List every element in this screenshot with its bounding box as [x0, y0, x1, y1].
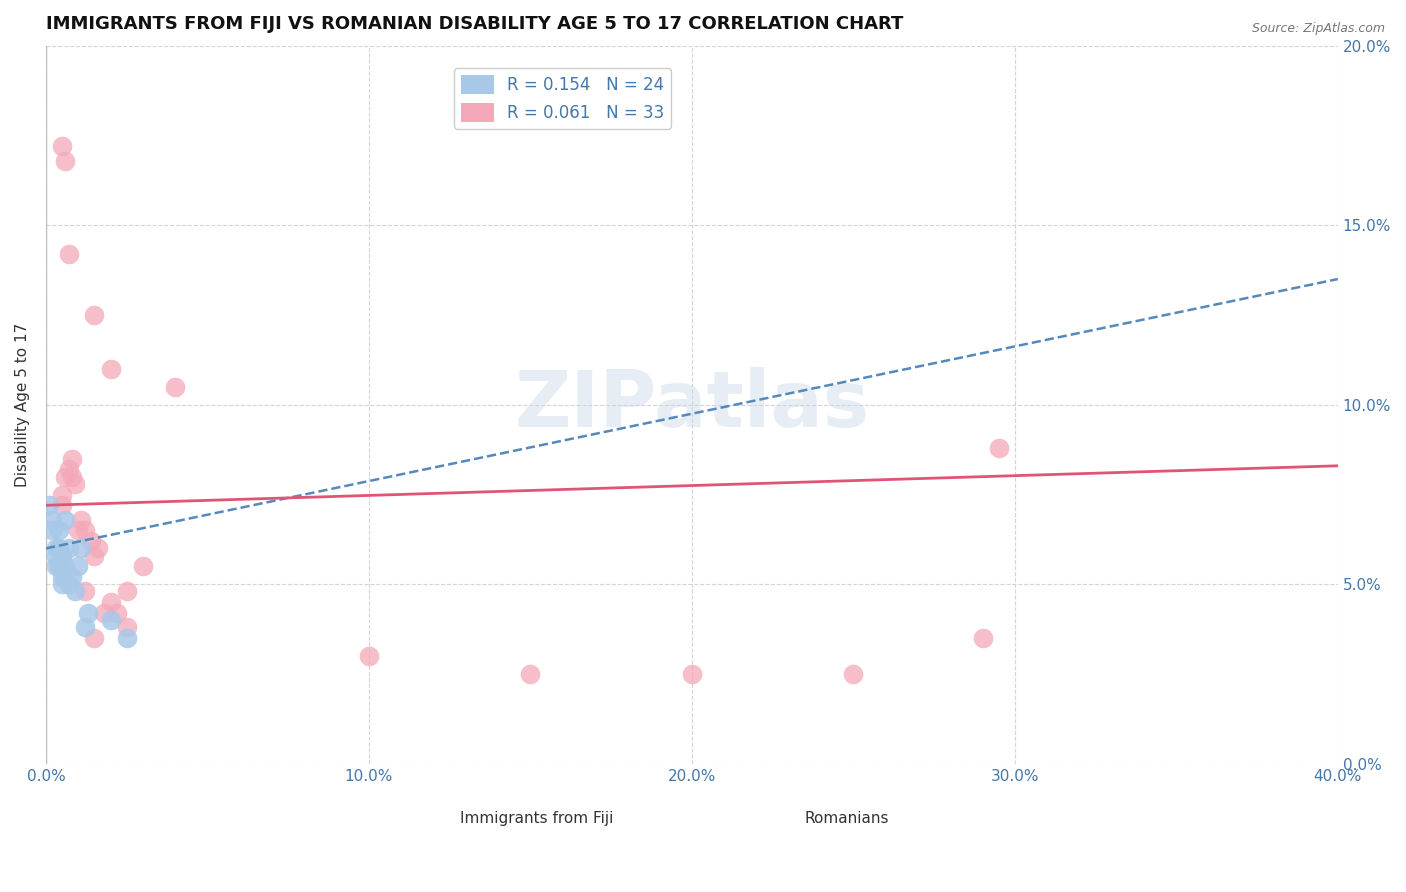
Point	[83, 308, 105, 322]
Point	[681, 667, 703, 681]
Point	[63, 584, 86, 599]
Point	[132, 559, 155, 574]
Point	[972, 631, 994, 645]
Point	[80, 534, 103, 549]
Point	[45, 541, 67, 556]
Text: Romanians: Romanians	[804, 811, 889, 825]
Point	[58, 577, 80, 591]
Point	[63, 476, 86, 491]
Point	[115, 631, 138, 645]
Point	[115, 584, 138, 599]
Point	[51, 487, 73, 501]
Point	[45, 549, 67, 563]
Point	[67, 559, 90, 574]
Point	[73, 584, 96, 599]
Point	[53, 153, 76, 168]
Point	[41, 513, 63, 527]
Point	[48, 541, 70, 556]
Point	[51, 549, 73, 563]
Point	[93, 606, 115, 620]
Point	[58, 247, 80, 261]
Point	[60, 570, 83, 584]
Point	[58, 462, 80, 476]
Point	[51, 570, 73, 584]
Point	[83, 631, 105, 645]
Point	[73, 620, 96, 634]
Text: ZIPatlas: ZIPatlas	[515, 367, 869, 442]
Point	[53, 469, 76, 483]
Point	[105, 606, 128, 620]
Point	[83, 549, 105, 563]
Point	[100, 595, 122, 609]
Point	[165, 380, 187, 394]
Point	[86, 541, 108, 556]
Point	[519, 667, 541, 681]
Point	[357, 649, 380, 664]
Text: IMMIGRANTS FROM FIJI VS ROMANIAN DISABILITY AGE 5 TO 17 CORRELATION CHART: IMMIGRANTS FROM FIJI VS ROMANIAN DISABIL…	[46, 15, 903, 33]
Point	[58, 541, 80, 556]
Point	[842, 667, 865, 681]
Point	[70, 541, 93, 556]
Point	[38, 498, 60, 512]
Text: Source: ZipAtlas.com: Source: ZipAtlas.com	[1251, 22, 1385, 36]
Point	[51, 577, 73, 591]
Point	[77, 606, 100, 620]
Point	[60, 451, 83, 466]
Point	[70, 513, 93, 527]
Point	[45, 559, 67, 574]
Point	[67, 524, 90, 538]
Point	[53, 559, 76, 574]
Point	[100, 362, 122, 376]
Point	[73, 524, 96, 538]
Point	[48, 524, 70, 538]
Point	[51, 498, 73, 512]
Point	[41, 524, 63, 538]
Point	[115, 620, 138, 634]
Text: Immigrants from Fiji: Immigrants from Fiji	[460, 811, 613, 825]
Y-axis label: Disability Age 5 to 17: Disability Age 5 to 17	[15, 323, 30, 487]
Point	[51, 139, 73, 153]
Point	[100, 613, 122, 627]
Point	[48, 559, 70, 574]
Point	[987, 441, 1010, 455]
Legend: R = 0.154   N = 24, R = 0.061   N = 33: R = 0.154 N = 24, R = 0.061 N = 33	[454, 69, 671, 128]
Point	[60, 469, 83, 483]
Point	[53, 513, 76, 527]
